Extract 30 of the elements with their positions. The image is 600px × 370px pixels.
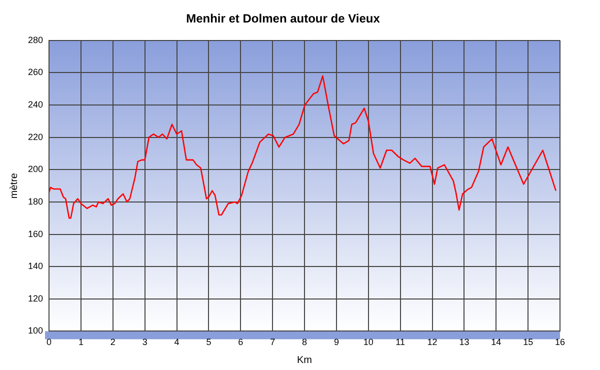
y-tick-label: 180	[28, 196, 44, 206]
x-axis-title: Km	[297, 354, 312, 366]
x-tick-label: 7	[270, 337, 276, 348]
x-tick-label: 9	[334, 337, 339, 348]
x-tick-label: 4	[174, 337, 180, 348]
y-tick-label: 160	[28, 228, 44, 239]
x-tick-label: 8	[302, 337, 308, 348]
y-tick-label: 280	[28, 34, 44, 45]
chart-title: Menhir et Dolmen autour de Vieux	[186, 12, 380, 26]
y-tick-label: 200	[28, 164, 44, 174]
x-tick-label: 13	[459, 337, 470, 348]
y-axis-title: mètre	[8, 172, 20, 199]
x-tick-label: 1	[78, 337, 84, 348]
x-tick-label: 11	[396, 337, 405, 348]
x-tick-label: 10	[363, 337, 374, 348]
y-tick-label: 220	[28, 132, 44, 142]
y-tick-label: 240	[28, 100, 44, 110]
x-tick-label: 16	[554, 337, 566, 348]
y-tick-label: 120	[28, 293, 44, 304]
y-tick-label: 260	[28, 67, 44, 78]
x-tick-label: 0	[46, 337, 52, 348]
x-tick-label: 2	[110, 337, 116, 348]
x-tick-label: 14	[491, 337, 502, 348]
x-tick-label: 12	[427, 337, 438, 348]
x-tick-label: 5	[206, 337, 212, 348]
y-tick-label: 140	[28, 261, 44, 272]
x-tick-label: 6	[238, 337, 244, 348]
y-tick-label: 100	[28, 326, 44, 336]
x-tick-label: 15	[523, 337, 534, 348]
x-tick-label: 3	[142, 337, 148, 348]
